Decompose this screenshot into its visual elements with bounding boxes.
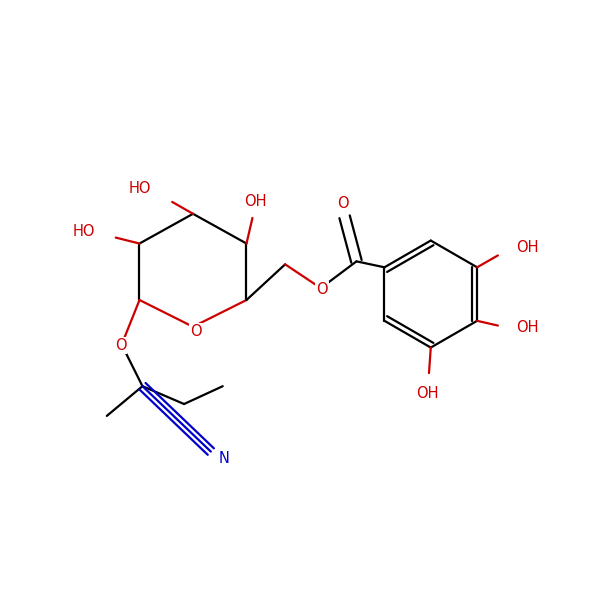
Text: OH: OH (244, 194, 266, 209)
Text: O: O (338, 196, 349, 211)
Text: O: O (316, 283, 328, 298)
Text: HO: HO (129, 181, 151, 196)
Text: OH: OH (416, 386, 439, 401)
Text: HO: HO (73, 224, 95, 239)
Text: N: N (218, 451, 229, 466)
Text: OH: OH (516, 320, 538, 335)
Text: OH: OH (516, 240, 538, 255)
Text: O: O (190, 324, 202, 339)
Text: O: O (115, 338, 126, 353)
